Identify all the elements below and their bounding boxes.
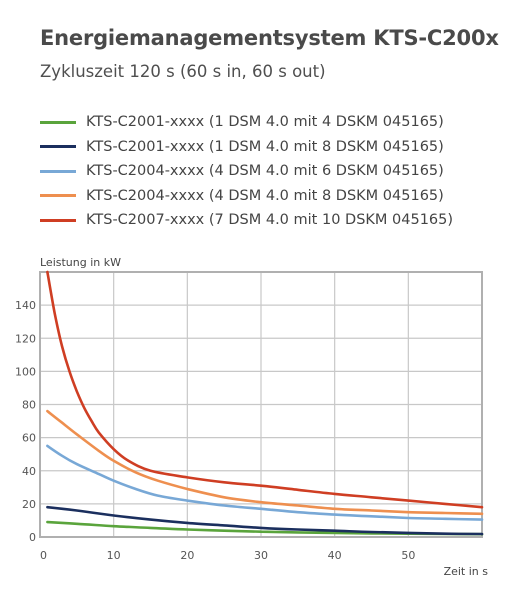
x-tick-label: 0 <box>40 549 47 562</box>
series-line <box>46 505 484 536</box>
legend-item: KTS-C2004-xxxx (4 DSM 4.0 mit 8 DSKM 045… <box>40 184 453 209</box>
x-axis-label: Zeit in s <box>443 565 488 578</box>
legend-item: KTS-C2004-xxxx (4 DSM 4.0 mit 6 DSKM 045… <box>40 159 453 184</box>
y-tick-label: 20 <box>22 498 36 511</box>
y-axis-label: Leistung in kW <box>40 256 121 269</box>
series-line <box>46 409 484 516</box>
series-line <box>46 270 484 509</box>
y-tick-label: 120 <box>15 332 36 345</box>
x-tick-label: 30 <box>254 549 268 562</box>
chart-title: Energiemanagementsystem KTS-C200x <box>40 26 499 50</box>
y-tick-label: 100 <box>15 365 36 378</box>
legend-label: KTS-C2004-xxxx (4 DSM 4.0 mit 6 DSKM 045… <box>86 163 444 180</box>
y-tick-label: 60 <box>22 432 36 445</box>
x-tick-label: 10 <box>107 549 121 562</box>
legend-swatch <box>40 169 76 173</box>
legend-swatch <box>40 194 76 198</box>
legend-item: KTS-C2007-xxxx (7 DSM 4.0 mit 10 DSKM 04… <box>40 208 453 233</box>
legend-item: KTS-C2001-xxxx (1 DSM 4.0 mit 8 DSKM 045… <box>40 135 453 160</box>
legend-label: KTS-C2001-xxxx (1 DSM 4.0 mit 4 DSKM 045… <box>86 114 444 131</box>
x-tick-label: 50 <box>401 549 415 562</box>
chart-subtitle: Zykluszeit 120 s (60 s in, 60 s out) <box>40 62 326 81</box>
legend-swatch <box>40 218 76 222</box>
y-tick-label: 80 <box>22 399 36 412</box>
legend-swatch <box>40 145 76 149</box>
legend-swatch <box>40 120 76 124</box>
y-tick-label: 0 <box>29 531 36 544</box>
y-tick-label: 40 <box>22 465 36 478</box>
x-tick-label: 20 <box>180 549 194 562</box>
x-tick-label: 40 <box>328 549 342 562</box>
legend: KTS-C2001-xxxx (1 DSM 4.0 mit 4 DSKM 045… <box>40 110 453 233</box>
series-line <box>46 444 484 521</box>
legend-label: KTS-C2001-xxxx (1 DSM 4.0 mit 8 DSKM 045… <box>86 138 444 155</box>
plot-border <box>39 271 483 538</box>
legend-item: KTS-C2001-xxxx (1 DSM 4.0 mit 4 DSKM 045… <box>40 110 453 135</box>
legend-label: KTS-C2007-xxxx (7 DSM 4.0 mit 10 DSKM 04… <box>86 212 454 229</box>
legend-label: KTS-C2004-xxxx (4 DSM 4.0 mit 8 DSKM 045… <box>86 187 444 204</box>
y-tick-label: 140 <box>15 299 36 312</box>
